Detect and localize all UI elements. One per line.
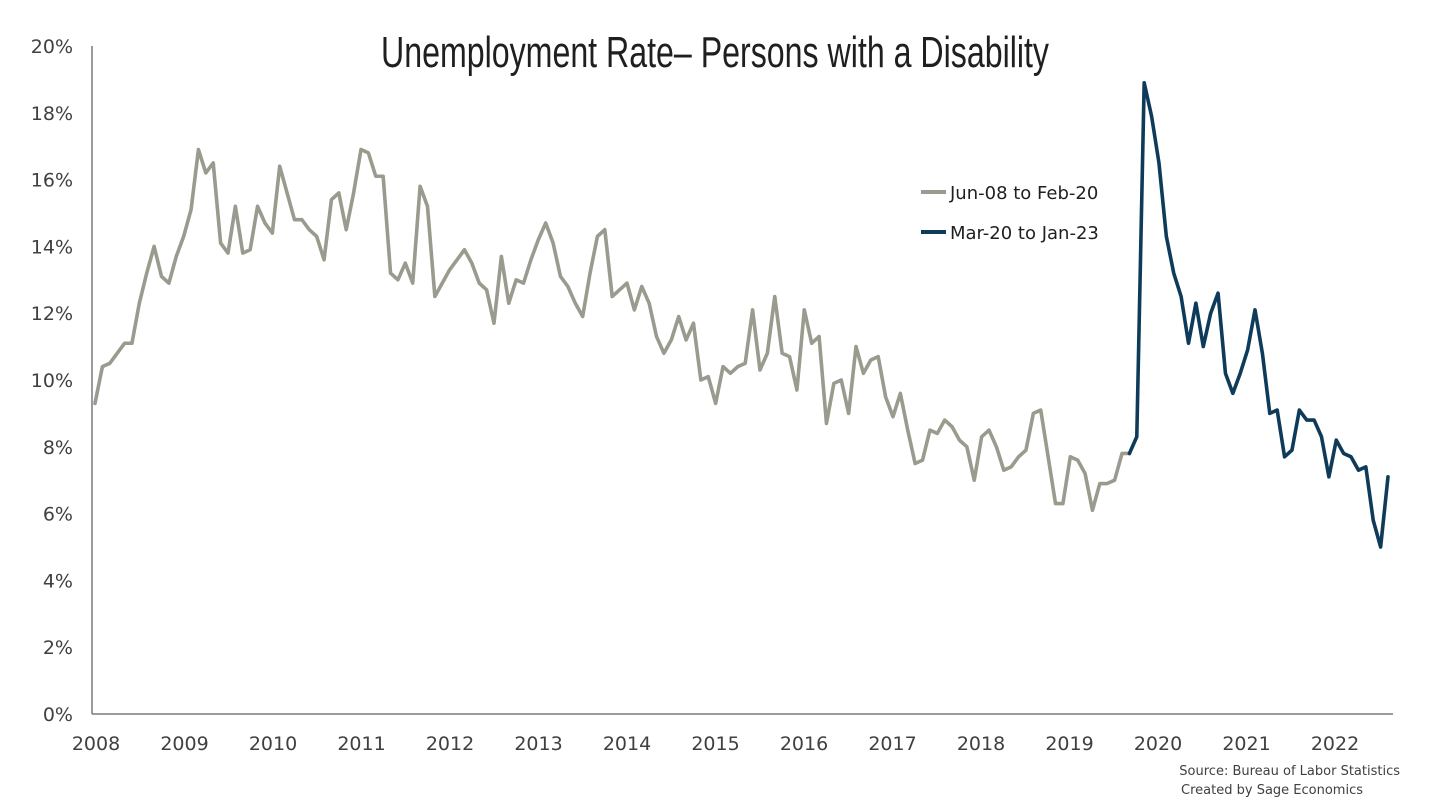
legend-label-pre: Jun-08 to Feb-20	[949, 183, 1098, 204]
legend-label-post: Mar-20 to Jan-23	[950, 223, 1099, 244]
y-tick-label: 14%	[31, 236, 73, 258]
y-tick-label: 6%	[43, 504, 73, 526]
x-axis-ticks: 2008 2009 2010 2011 2012 2013 2014 2015 2016 2017…	[72, 733, 1359, 755]
legend: Jun-08 to Feb-20 Mar-20 to Jan-23	[921, 183, 1099, 244]
series-line-jun08-feb20	[93, 147, 1132, 513]
x-tick-label: 2014	[603, 733, 651, 755]
x-tick-label: 2011	[337, 733, 385, 755]
x-tick-label: 2009	[160, 733, 208, 755]
y-tick-label: 20%	[31, 36, 73, 58]
x-tick-label: 2018	[957, 733, 1005, 755]
x-tick-label: 2015	[691, 733, 739, 755]
series-line-mar20-jan23	[1127, 80, 1390, 549]
y-tick-label: 0%	[43, 704, 73, 726]
x-tick-label: 2017	[868, 733, 916, 755]
x-tick-label: 2019	[1045, 733, 1093, 755]
y-tick-label: 16%	[31, 170, 73, 192]
x-tick-label: 2022	[1311, 733, 1359, 755]
y-tick-label: 2%	[43, 637, 73, 659]
y-tick-label: 8%	[43, 437, 73, 459]
y-tick-label: 18%	[31, 103, 73, 125]
x-tick-label: 2010	[249, 733, 297, 755]
y-axis-ticks: 0% 2% 4% 6% 8% 10% 12% 14% 16% 18% 20%	[31, 36, 73, 726]
x-tick-label: 2013	[514, 733, 562, 755]
x-tick-label: 2016	[780, 733, 828, 755]
x-tick-label: 2012	[426, 733, 474, 755]
x-tick-label: 2021	[1222, 733, 1270, 755]
y-tick-label: 4%	[43, 570, 73, 592]
x-tick-label: 2008	[72, 733, 120, 755]
source-line-2: Created by Sage Economics	[1181, 783, 1363, 798]
source-line-1: Source: Bureau of Labor Statistics	[1179, 764, 1400, 779]
x-tick-label: 2020	[1134, 733, 1182, 755]
y-tick-label: 12%	[31, 303, 73, 325]
y-tick-label: 10%	[31, 370, 73, 392]
chart-title: Unemployment Rate– Persons with a Disabi…	[381, 28, 1049, 77]
series-layer	[93, 80, 1390, 549]
